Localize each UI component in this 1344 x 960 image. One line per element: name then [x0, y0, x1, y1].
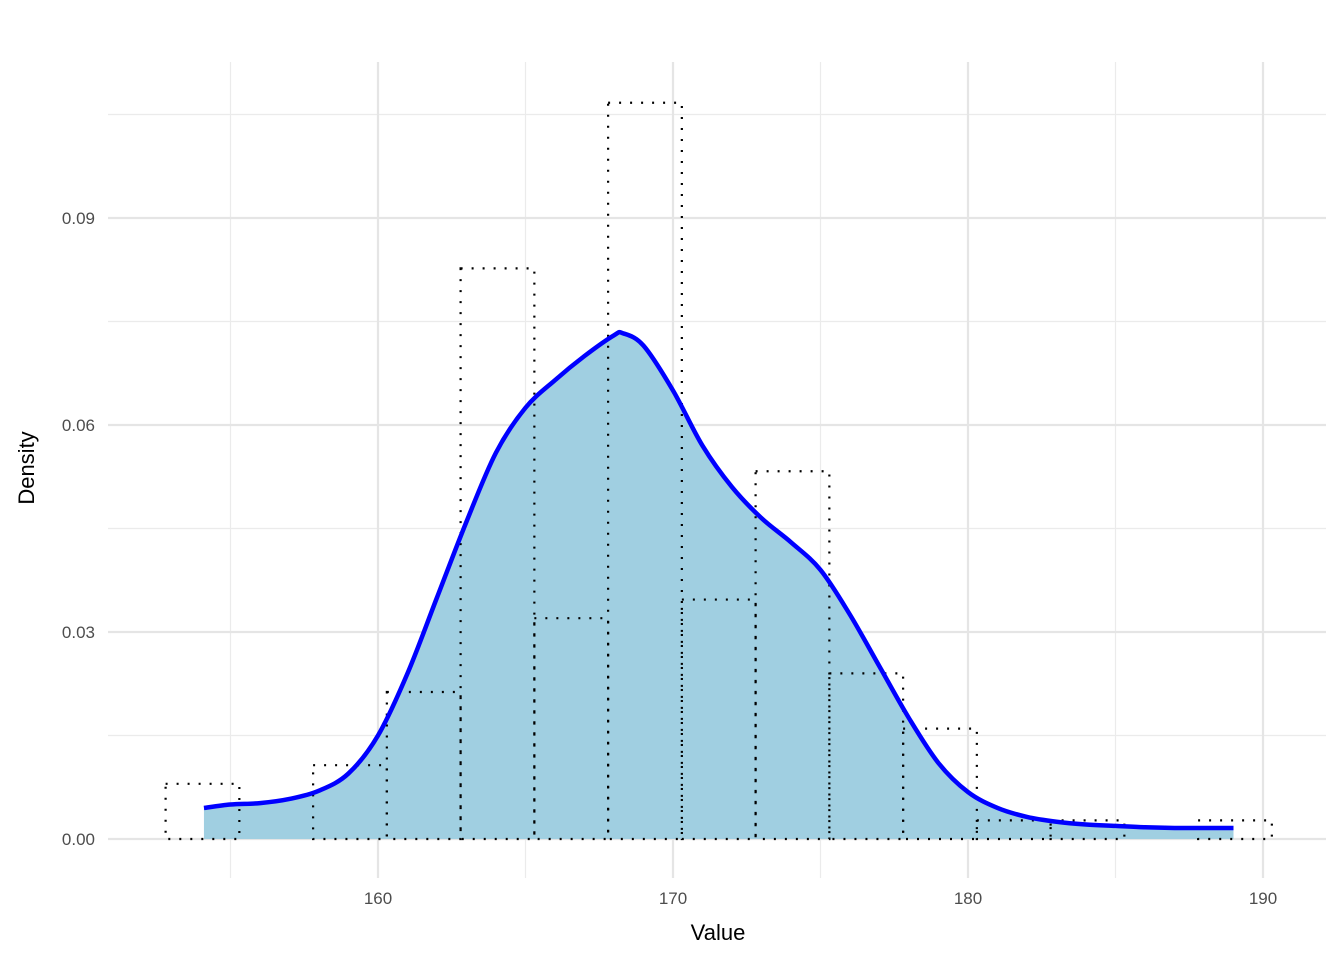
x-axis-tick-labels: 160 170 180 190	[364, 889, 1277, 908]
histogram-bar	[828, 672, 905, 841]
x-tick-label: 190	[1249, 889, 1277, 908]
x-axis-title: Value	[691, 920, 746, 945]
histogram-bar	[901, 727, 978, 841]
density-line-path	[203, 329, 1234, 831]
x-tick-label: 170	[659, 889, 687, 908]
y-axis-title: Density	[14, 431, 39, 504]
y-tick-label: 0.06	[62, 416, 95, 435]
histogram-bar	[606, 101, 683, 841]
y-tick-label: 0.09	[62, 209, 95, 228]
y-tick-label: 0.00	[62, 830, 95, 849]
y-axis-tick-labels: 0.00 0.03 0.06 0.09	[62, 209, 95, 849]
x-tick-label: 180	[954, 889, 982, 908]
density-curve	[203, 329, 1234, 831]
y-tick-label: 0.03	[62, 623, 95, 642]
histogram-bar	[164, 782, 241, 841]
histogram-bar	[680, 598, 757, 841]
histogram-bars	[164, 101, 1273, 841]
x-tick-label: 160	[364, 889, 392, 908]
density-area	[203, 332, 1234, 839]
histogram-bar	[533, 617, 610, 841]
density-fill	[203, 332, 1234, 839]
